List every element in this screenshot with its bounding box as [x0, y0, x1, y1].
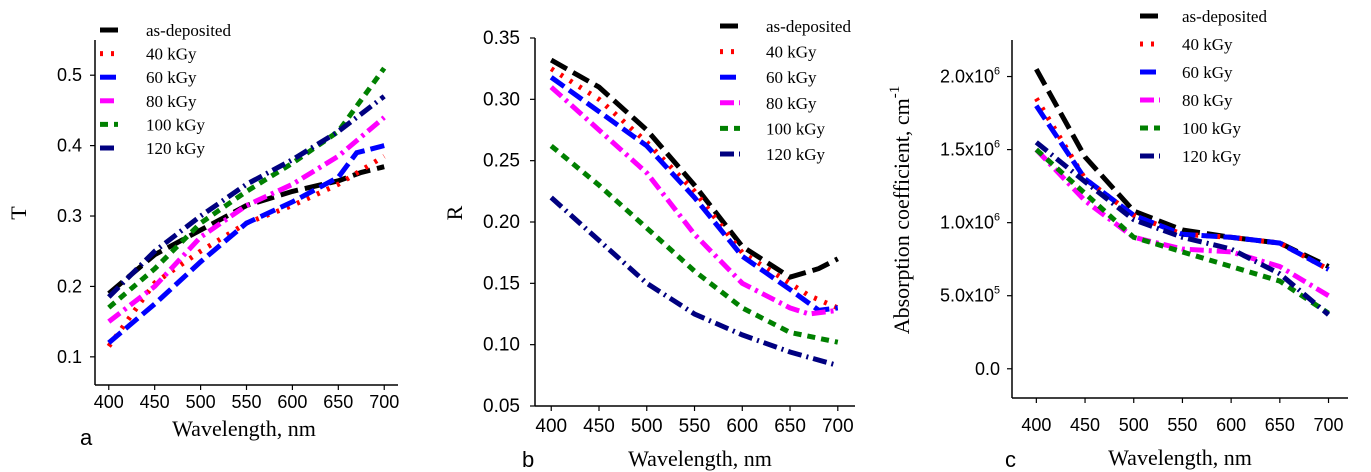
series-line — [106, 154, 386, 348]
y-tick-label: 0.05 — [483, 396, 520, 417]
x-axis-label: Wavelength, nm — [172, 416, 316, 441]
legend-label: 80 kGy — [146, 92, 197, 111]
x-tick-label: 700 — [822, 416, 854, 437]
legend-label: 60 kGy — [146, 68, 197, 87]
panel-label: c — [1005, 447, 1016, 472]
y-tick-label: 0.30 — [483, 89, 520, 110]
legend-label: 80 kGy — [1182, 91, 1233, 110]
y-tick-label: 0.0 — [975, 359, 1000, 379]
legend-label: 40 kGy — [766, 43, 817, 62]
x-tick-label: 600 — [277, 392, 307, 412]
legend-label: 40 kGy — [146, 45, 197, 64]
legend-label: 40 kGy — [1182, 35, 1233, 54]
x-tick-label: 500 — [186, 392, 216, 412]
series-line — [107, 143, 385, 345]
x-tick-label: 700 — [369, 392, 399, 412]
y-tick-label: 1.5x106 — [940, 139, 1000, 160]
y-tick-label: 0.10 — [483, 335, 520, 356]
x-tick-label: 500 — [631, 416, 663, 437]
y-tick-label: 0.3 — [57, 206, 82, 226]
legend-label: 60 kGy — [766, 68, 817, 87]
legend-label: as-deposited — [766, 17, 851, 36]
series-line — [549, 143, 839, 345]
legend-label: 120 kGy — [1182, 147, 1242, 166]
legend-label: 100 kGy — [766, 119, 826, 138]
series-line — [107, 115, 386, 324]
chart-panel-b: 400 450 500 550 600 650 700 0.05 0.10 0.15 0.20 0.2… — [442, 17, 855, 472]
legend-label: 120 kGy — [766, 145, 826, 164]
chart-panel-c: 400 450 500 550 600 650 700 0.0 5.0x105 1.0x106 1.… — [887, 7, 1348, 472]
panel-label: b — [522, 447, 534, 472]
x-tick-label: 650 — [774, 416, 806, 437]
legend-label: as-deposited — [1182, 7, 1267, 26]
x-tick-label: 550 — [231, 392, 261, 412]
y-tick-label: 2.0x106 — [940, 66, 1000, 87]
y-axis-label: R — [442, 205, 467, 220]
legend-label: as-deposited — [146, 21, 231, 40]
legend-label: 60 kGy — [1182, 63, 1233, 82]
x-tick-label: 400 — [94, 392, 124, 412]
x-tick-label: 400 — [535, 416, 567, 437]
x-tick-label: 600 — [726, 416, 758, 437]
x-axis-label: Wavelength, nm — [628, 446, 772, 471]
x-tick-label: 550 — [1167, 415, 1197, 435]
y-tick-label: 0.20 — [483, 212, 520, 233]
series-line — [549, 85, 839, 317]
series-line — [107, 66, 387, 310]
x-tick-label: 500 — [1119, 415, 1149, 435]
x-tick-label: 700 — [1313, 415, 1343, 435]
series-line — [1034, 140, 1331, 317]
series-line — [549, 195, 839, 368]
y-tick-label: 5.0x105 — [940, 285, 1000, 306]
y-tick-label: 0.4 — [57, 136, 82, 156]
x-tick-label: 650 — [1265, 415, 1295, 435]
legend-label: 100 kGy — [146, 115, 206, 134]
series-line — [549, 66, 839, 311]
y-axis-label: Absorption coefficient, cm-1 — [887, 86, 914, 335]
x-tick-label: 550 — [679, 416, 711, 437]
x-axis-label: Wavelength, nm — [1108, 445, 1252, 470]
y-tick-label: 0.35 — [483, 28, 520, 49]
y-tick-label: 0.1 — [57, 347, 82, 367]
x-tick-label: 450 — [1070, 415, 1100, 435]
y-tick-label: 0.2 — [57, 276, 82, 296]
y-tick-label: 1.0x106 — [940, 212, 1000, 233]
x-tick-label: 600 — [1216, 415, 1246, 435]
series-line — [1034, 147, 1330, 316]
panel-label: a — [80, 425, 93, 450]
series-line — [1034, 147, 1330, 298]
x-tick-label: 650 — [323, 392, 353, 412]
series-line — [107, 164, 385, 296]
series-line — [1034, 67, 1330, 269]
series-line — [1034, 104, 1330, 272]
legend-label: 120 kGy — [146, 139, 206, 158]
y-tick-label: 0.5 — [57, 65, 82, 85]
y-axis-label: T — [6, 206, 31, 220]
series-line — [107, 94, 386, 299]
x-tick-label: 450 — [140, 392, 170, 412]
x-tick-label: 400 — [1021, 415, 1051, 435]
x-tick-label: 450 — [583, 416, 615, 437]
series-line — [549, 57, 839, 280]
y-tick-label: 0.25 — [483, 151, 520, 172]
y-tick-label: 0.15 — [483, 273, 520, 294]
legend-label: 100 kGy — [1182, 119, 1242, 138]
series-line — [549, 75, 839, 313]
legend-label: 80 kGy — [766, 94, 817, 113]
chart-panel-a: 400 450 500 550 600 650 700 0.1 0.2 0.3 0.4 0.5 Wave… — [6, 21, 399, 450]
